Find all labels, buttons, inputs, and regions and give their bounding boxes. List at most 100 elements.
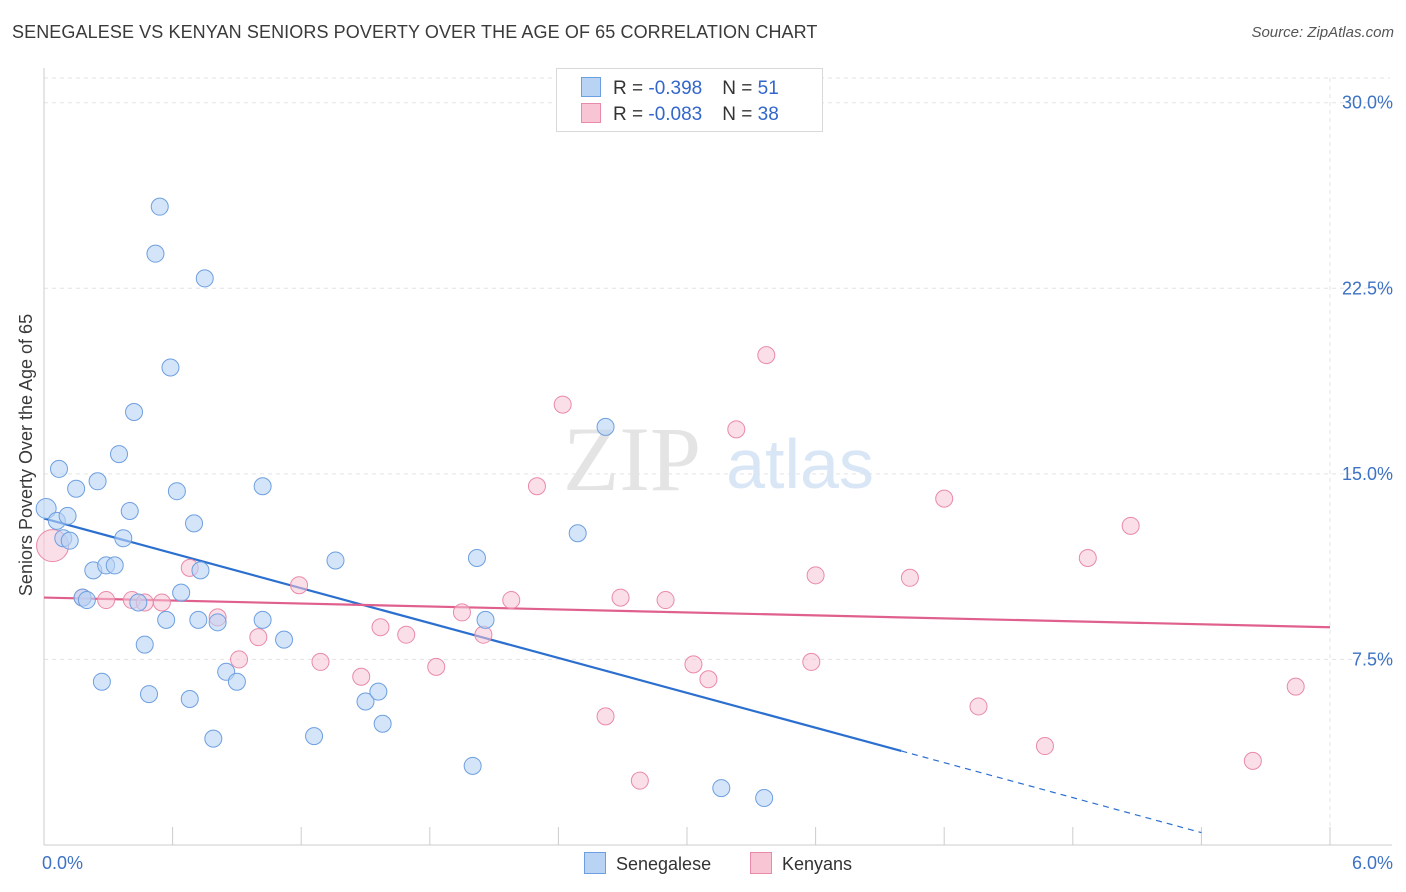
senegalese-point [356,692,375,711]
kenyans-point [935,489,954,508]
senegalese-point [157,610,176,629]
kenyans-point [806,566,825,585]
kenyans-point [527,477,546,496]
kenyans-point [97,591,116,610]
senegalese-point [114,529,133,548]
senegalese-point [120,501,139,520]
senegalese-point [67,479,86,498]
senegalese-point [60,531,79,550]
senegalese-point [755,788,774,807]
legend-row-senegalese: R = -0.398 N = 51 [581,77,779,101]
senegalese-point [467,548,486,567]
kenyans-point [311,652,330,671]
source-label: Source: ZipAtlas.com [1251,24,1394,41]
tick-labels: 7.5% 15.0% 22.5% 30.0% 0.0% 6.0% [42,93,1393,873]
y-tick-label: 30.0% [1342,93,1393,113]
senegalese-point [568,524,587,543]
senegalese-point [326,551,345,570]
senegalese-point [172,583,191,602]
legend-r-value: -0.398 [648,78,703,99]
senegalese-trend-line [43,517,902,753]
grid-lines [44,77,1390,845]
senegalese-point [140,685,159,704]
kenyans-point [371,618,390,637]
kenyans-point [474,625,493,644]
kenyans-legend-swatch [750,852,772,874]
senegalese-point [135,635,154,654]
legend-r-label: R = [613,78,649,99]
senegalese-point [253,477,272,496]
y-axis-label: Seniors Poverty Over the Age of 65 [16,314,36,596]
senegalese-point [58,506,77,525]
bottom-legend-label: Senegalese [616,854,712,874]
kenyans-point [969,697,988,716]
legend-r-label: R = [613,104,649,125]
y-tick-label: 7.5% [1352,649,1393,669]
kenyans-point [553,395,572,414]
senegalese-point [167,482,186,501]
senegalese-point [275,630,294,649]
kenyans-point [230,650,249,669]
watermark-zip: ZIP [563,408,701,510]
senegalese-point [227,672,246,691]
kenyans-point [1286,677,1305,696]
kenyans-point [249,628,268,647]
kenyans-point [290,576,309,595]
kenyans-point [397,625,416,644]
kenyans-point [152,593,171,612]
senegalese-point [125,403,144,422]
kenyans-trend-line [43,596,1331,629]
senegalese-point [463,756,482,775]
axes [43,68,1392,846]
bottom-legend-label: Kenyans [782,854,853,874]
senegalese-point [35,498,57,520]
legend-n-label: N = [722,78,758,99]
x-tick-label: 0.0% [42,853,83,873]
senegalese-point [712,779,731,798]
kenyans-point [452,603,471,622]
y-tick-label: 22.5% [1342,278,1393,298]
kenyans-point [502,591,521,610]
bottom-legend-senegalese: Senegalese [584,852,711,875]
senegalese-point [110,445,129,464]
senegalese-point [195,269,214,288]
kenyans-point [352,667,371,686]
senegalese-point [146,244,165,263]
kenyans-point [630,771,649,790]
senegalese-point [92,672,111,691]
senegalese-point [88,472,107,491]
senegalese-point [253,610,272,629]
kenyans-point [1035,737,1054,756]
senegalese-point [369,682,388,701]
kenyans-point [1243,751,1262,770]
senegalese-point [77,591,96,610]
senegalese-swatch [581,77,601,97]
kenyans-point [699,670,718,689]
legend-n-label: N = [722,104,758,125]
kenyans-swatch [581,103,601,123]
senegalese-point [191,561,210,580]
senegalese-point [208,613,227,632]
kenyans-point [900,568,919,587]
senegalese-point [476,610,495,629]
senegalese-trend-extension [901,750,1202,834]
senegalese-point [180,690,199,709]
legend-r-value: -0.083 [648,104,703,125]
senegalese-point [596,417,615,436]
kenyans-point [802,652,821,671]
bottom-legend-kenyans: Kenyans [750,852,852,875]
watermark-atlas: atlas [726,425,874,503]
chart-title: SENEGALESE VS KENYAN SENIORS POVERTY OVE… [12,22,818,42]
senegalese-point [105,556,124,575]
legend-n-value: 38 [757,104,779,125]
senegalese-point [189,610,208,629]
kenyans-point [1078,548,1097,567]
kenyans-point [727,420,746,439]
trend-lines [43,517,1331,834]
senegalese-point [185,514,204,533]
kenyans-point [684,655,703,674]
data-points [35,197,1305,807]
senegalese-point [305,727,324,746]
senegalese-point [150,197,169,216]
